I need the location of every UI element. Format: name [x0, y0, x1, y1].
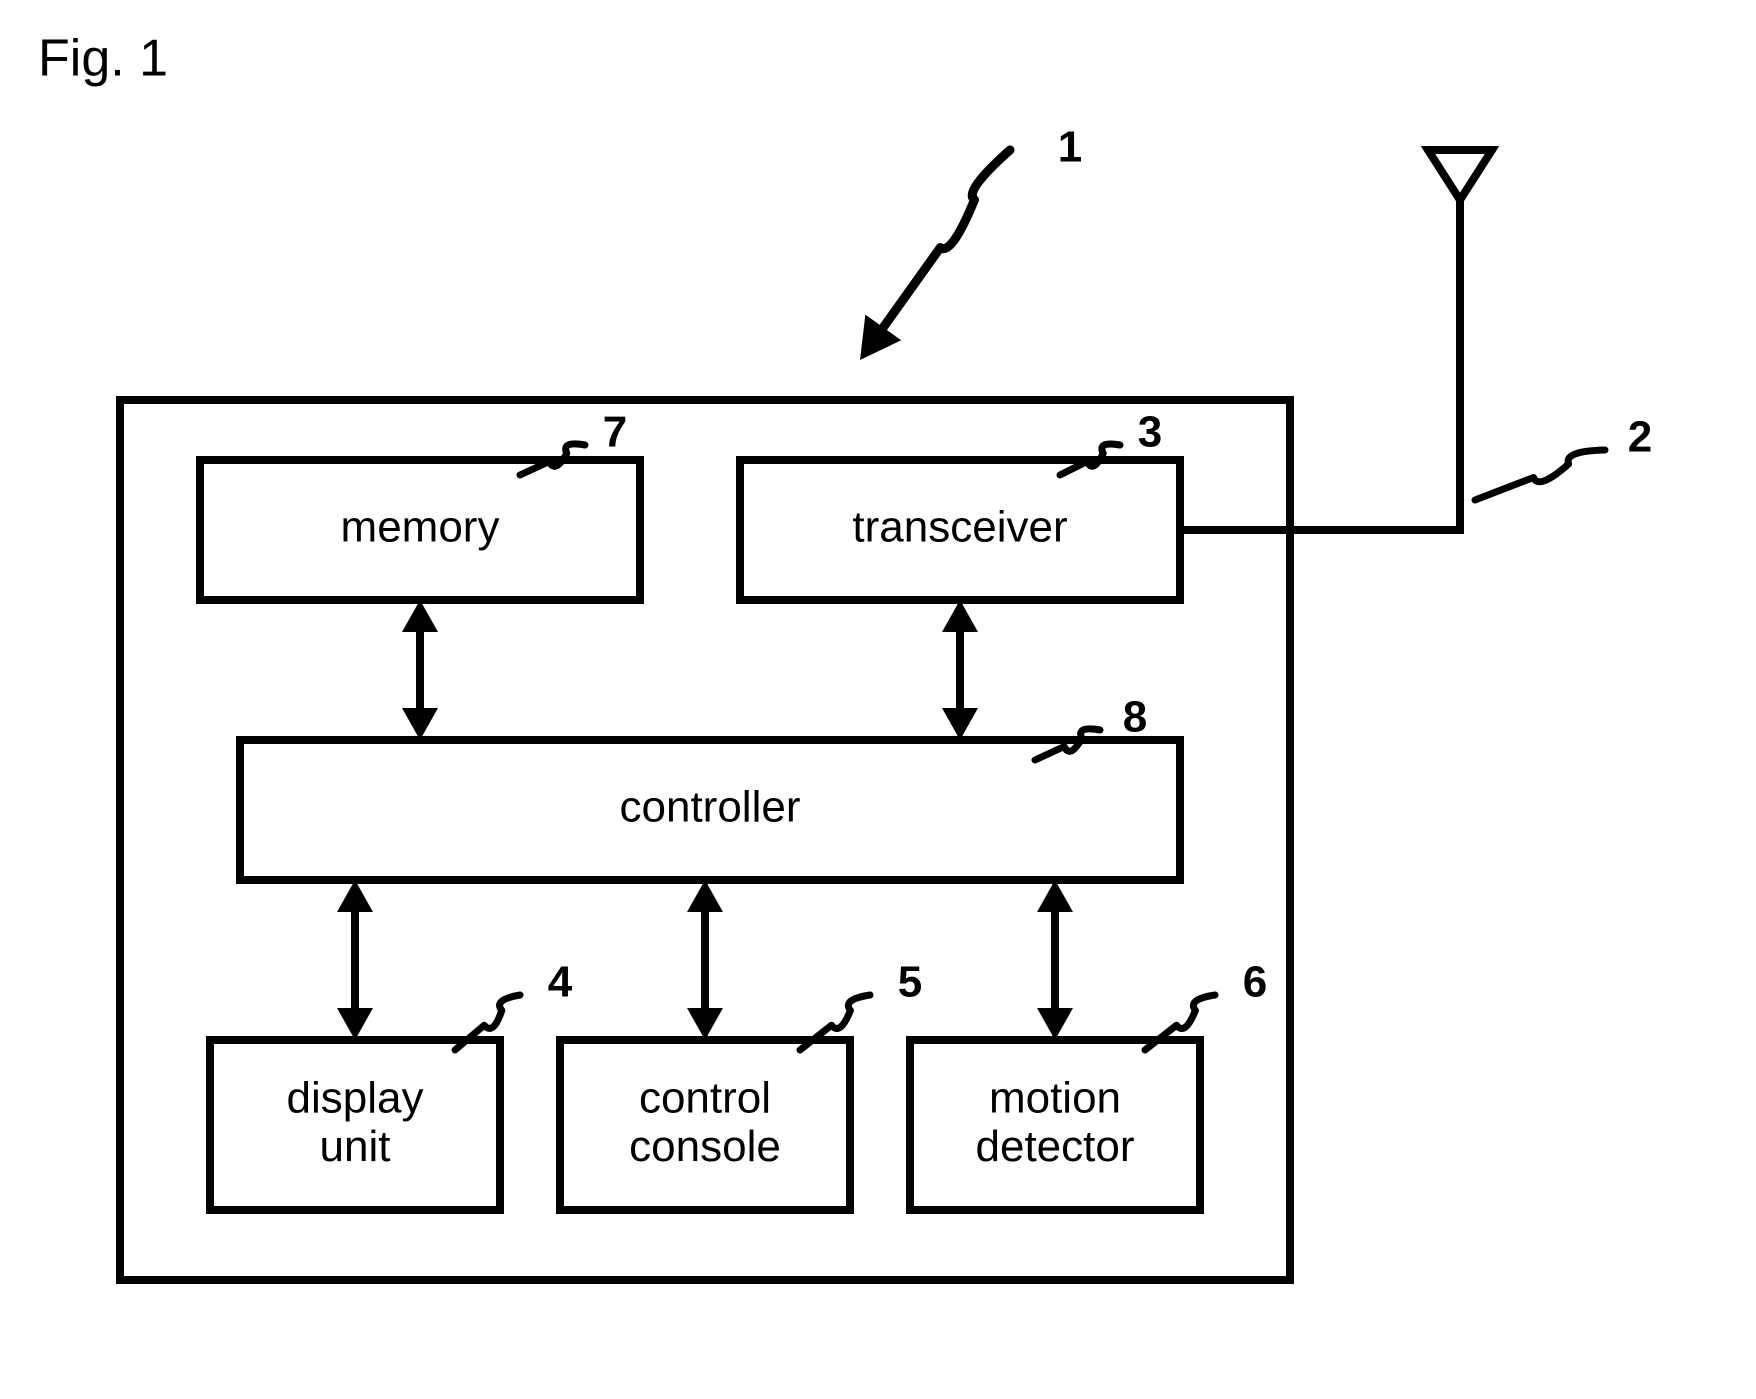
display_unit-label-line2: unit [320, 1122, 391, 1171]
motion_detector-label-line1: motion [989, 1073, 1121, 1122]
ref-number-1: 1 [1058, 123, 1082, 172]
ref-number-4: 4 [548, 958, 573, 1007]
ref-number-5: 5 [898, 958, 922, 1007]
ref-number-2: 2 [1628, 413, 1652, 462]
control_console-label-line2: console [629, 1122, 781, 1171]
ref-number-7: 7 [603, 408, 627, 457]
block-diagram: Fig. 1 memory transceiver controller display… [0, 0, 1756, 1399]
controller-label: controller [620, 783, 801, 832]
motion_detector-label-line2: detector [976, 1122, 1135, 1171]
transceiver-label: transceiver [852, 503, 1067, 552]
ref-number-8: 8 [1123, 693, 1147, 742]
memory-label: memory [341, 503, 500, 552]
figure-title: Fig. 1 [38, 30, 168, 88]
ref-number-3: 3 [1138, 408, 1162, 457]
control_console-label-line1: control [639, 1073, 771, 1122]
ref-number-6: 6 [1243, 958, 1267, 1007]
display_unit-label-line1: display [287, 1073, 424, 1122]
